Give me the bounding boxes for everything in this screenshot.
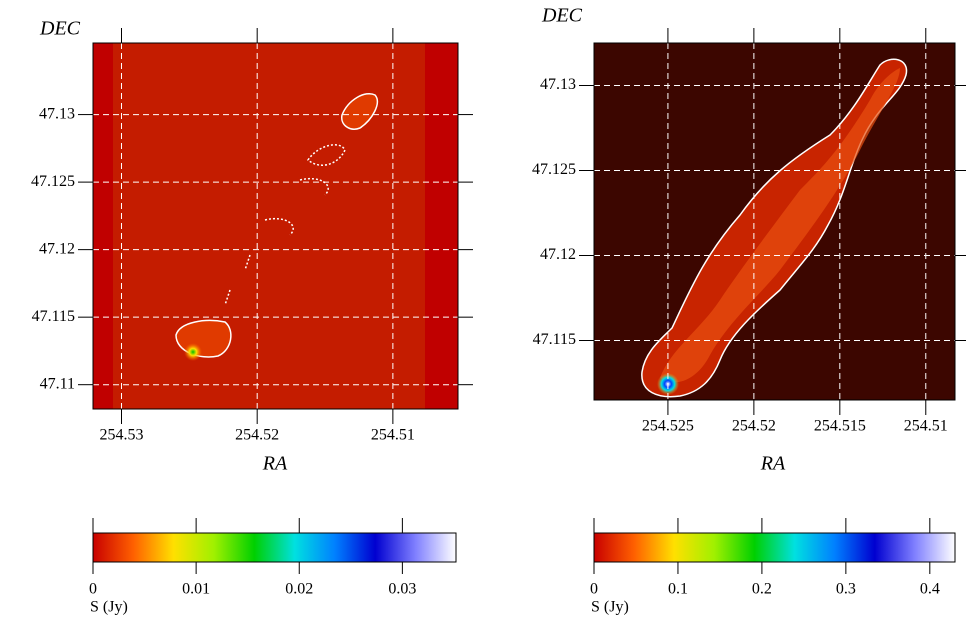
y-tick-label: 47.12 <box>39 240 75 257</box>
y-tick-label: 47.13 <box>39 105 75 122</box>
plot-frame <box>92 42 459 410</box>
colorbar-tick-label: 0.01 <box>182 581 210 598</box>
y-tick-label: 47.11 <box>40 375 75 392</box>
colorbar <box>92 532 457 563</box>
colorbar-tick-label: 0.4 <box>920 581 940 598</box>
plot-frame <box>593 42 956 401</box>
y-axis-label: DEC <box>541 5 583 27</box>
x-tick-label: 254.52 <box>235 427 279 444</box>
colorbar <box>593 532 956 563</box>
y-tick-label: 47.125 <box>31 173 75 190</box>
y-axis-label: DEC <box>39 18 81 40</box>
y-tick-label: 47.125 <box>532 161 576 178</box>
y-tick-label: 47.115 <box>32 308 75 325</box>
colorbar-tick-label: 0 <box>89 581 97 598</box>
y-tick-label: 47.115 <box>533 331 576 348</box>
colorbar-label: S (Jy) <box>90 599 128 616</box>
y-tick-label: 47.12 <box>540 246 576 263</box>
colorbar-tick-label: 0.3 <box>836 581 856 598</box>
x-tick-label: 254.525 <box>642 418 694 435</box>
x-tick-label: 254.51 <box>371 427 415 444</box>
colorbar-tick-label: 0.1 <box>668 581 688 598</box>
colorbar-tick-label: 0 <box>590 581 598 598</box>
image-left <box>93 43 458 409</box>
colorbar-tick-label: 0.02 <box>285 581 313 598</box>
y-tick-label: 47.13 <box>540 76 576 93</box>
x-axis-label: RA <box>262 453 288 475</box>
colorbar-tick-label: 0.03 <box>388 581 416 598</box>
x-tick-label: 254.51 <box>904 418 948 435</box>
image-right <box>594 43 955 400</box>
colorbar-label: S (Jy) <box>591 599 629 616</box>
x-axis-label: RA <box>760 453 786 475</box>
colorbar-tick-label: 0.2 <box>752 581 772 598</box>
x-tick-label: 254.52 <box>732 418 776 435</box>
x-tick-label: 254.53 <box>99 427 143 444</box>
x-tick-label: 254.515 <box>814 418 866 435</box>
